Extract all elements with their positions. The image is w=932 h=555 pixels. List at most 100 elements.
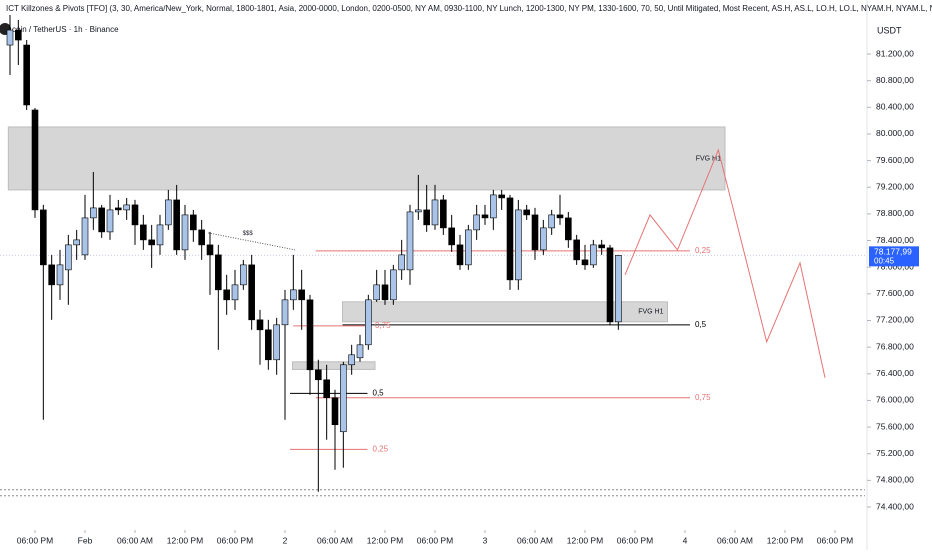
y-tick-label: 75.600,00 <box>876 421 914 431</box>
candle-body <box>506 197 514 281</box>
candle-body <box>481 214 489 219</box>
candle-body <box>281 299 289 326</box>
candle-body <box>206 244 214 256</box>
candle-body <box>515 209 522 281</box>
symbol-title: coin / TetherUS · 1h · Binance <box>12 25 119 34</box>
candle-body <box>81 217 89 256</box>
candle-body <box>398 254 405 271</box>
candle-body <box>265 329 272 361</box>
candle-body <box>56 264 64 286</box>
candle-body <box>415 209 422 213</box>
x-tick-label: 06:00 PM <box>817 535 853 545</box>
y-tick-label: 78.400,00 <box>876 235 914 245</box>
candle-body <box>615 255 622 323</box>
x-tick-label: 12:00 PM <box>567 535 603 545</box>
candle-body <box>590 244 597 266</box>
candle-body <box>181 214 189 251</box>
fvg-zone <box>7 126 726 191</box>
currency: USDT <box>877 25 902 35</box>
candle-body <box>348 354 355 366</box>
y-tick-label: 78.000,00 <box>876 261 914 271</box>
candle-body <box>373 284 380 301</box>
candle-body <box>548 214 555 229</box>
candle-body <box>581 259 589 266</box>
candle-body <box>498 194 505 199</box>
candle-body <box>340 364 347 433</box>
indicator-legend: ICT Killzones & Pivots [TFO] (3, 30, Ame… <box>6 4 932 13</box>
fvg-zone <box>342 301 668 323</box>
candle-body <box>331 397 339 426</box>
candle-body <box>290 289 297 301</box>
candle-body <box>231 284 239 301</box>
candle-body <box>531 214 539 251</box>
candle-body <box>31 109 39 211</box>
candle-body <box>440 199 447 229</box>
zone-label: FVG H1 <box>638 309 663 316</box>
candle-body <box>248 264 255 321</box>
candle-body <box>306 299 314 371</box>
candle-body <box>65 244 72 271</box>
x-tick-label: 06:00 PM <box>17 535 53 545</box>
candle-body <box>15 29 22 41</box>
candle-body <box>523 209 530 216</box>
level-label: 0,5 <box>373 389 385 398</box>
candle-body <box>406 211 414 271</box>
level-label: 0,25 <box>373 445 389 454</box>
candle-body <box>540 227 547 251</box>
candle-body <box>473 214 480 231</box>
candle-body <box>381 284 389 301</box>
candle-body <box>106 209 114 233</box>
candle-body <box>48 264 55 286</box>
last-price-label: 78.177,99 <box>874 247 912 257</box>
y-tick-label: 80.400,00 <box>876 102 914 112</box>
x-tick-label: 12:00 PM <box>767 535 803 545</box>
y-tick-label: 80.000,00 <box>876 128 914 138</box>
x-tick-label: 06:00 AM <box>317 535 353 545</box>
x-tick-label: 06:00 AM <box>517 535 553 545</box>
zone-label: FVG H1 <box>696 155 721 162</box>
x-tick-label: 12:00 PM <box>167 535 203 545</box>
candle-body <box>198 229 205 246</box>
y-tick-label: 77.200,00 <box>876 315 914 325</box>
candle-body <box>165 199 172 226</box>
candle-body <box>156 224 164 246</box>
candle-body <box>115 207 122 211</box>
y-tick-label: 74.400,00 <box>876 501 914 511</box>
x-tick-label: 12:00 PM <box>367 535 403 545</box>
candle-body <box>315 369 322 381</box>
level-label: 0,75 <box>375 321 391 330</box>
candle-body <box>356 344 364 359</box>
candle-body <box>431 199 439 226</box>
y-tick-label: 79.200,00 <box>876 182 914 192</box>
candle-body <box>90 207 97 219</box>
y-tick-label: 75.200,00 <box>876 448 914 458</box>
x-tick-label: 06:00 PM <box>217 535 253 545</box>
y-tick-label: 74.800,00 <box>876 475 914 485</box>
level-label: 0,75 <box>695 393 711 402</box>
candle-body <box>323 379 330 399</box>
candle-body <box>140 224 147 241</box>
candle-body <box>423 209 430 226</box>
candle-body <box>98 207 105 233</box>
y-tick-label: 76.000,00 <box>876 395 914 405</box>
candle-body <box>390 269 397 301</box>
candle-body <box>448 227 455 246</box>
candle-body <box>223 289 230 301</box>
candle-body <box>456 244 464 266</box>
y-tick-label: 80.800,00 <box>876 75 914 85</box>
y-tick-label: 81.200,00 <box>876 48 914 58</box>
x-tick-label: 4 <box>683 535 688 545</box>
candle-body <box>23 44 30 106</box>
y-tick-label: 79.600,00 <box>876 155 914 165</box>
level-label: 0,25 <box>695 246 711 255</box>
candle-body <box>240 264 247 286</box>
candle-body <box>465 229 472 266</box>
candle-body <box>6 29 14 46</box>
x-tick-label: 06:00 AM <box>717 535 753 545</box>
candle-body <box>606 247 614 323</box>
x-tick-label: 06:00 PM <box>617 535 653 545</box>
last-price-box <box>869 246 919 267</box>
candle-body <box>565 217 572 241</box>
